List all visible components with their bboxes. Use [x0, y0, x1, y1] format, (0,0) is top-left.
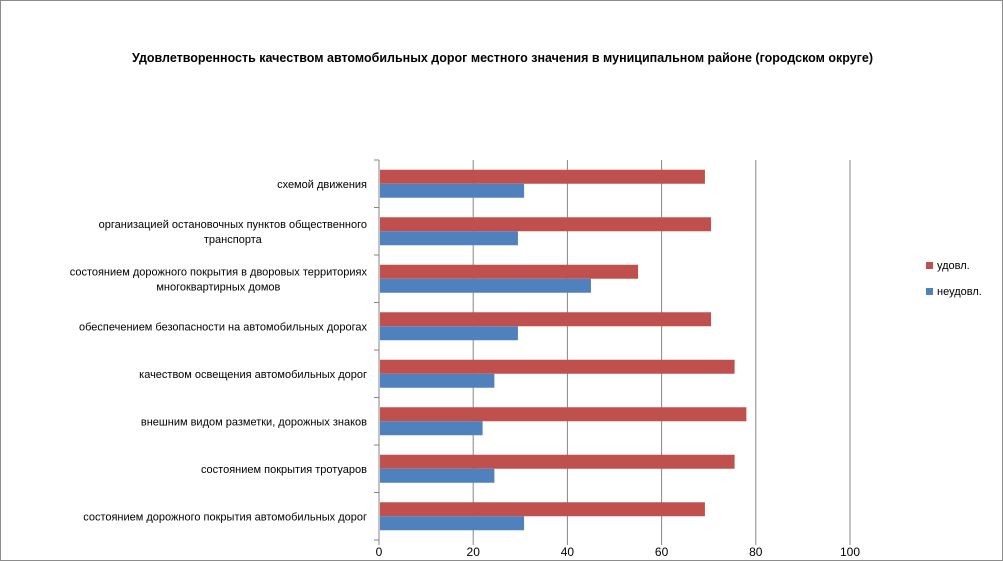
category-label: состоянием покрытия тротуаров — [201, 464, 367, 476]
x-tick-label: 80 — [749, 545, 763, 559]
bar-satisfied — [380, 217, 712, 232]
bar-unsatisfied — [380, 183, 525, 198]
category-label: состоянием дорожного покрытия автомобиль… — [83, 511, 367, 523]
x-tick-label: 60 — [655, 545, 669, 559]
bar-unsatisfied — [380, 326, 518, 341]
category-label: транспорта — [204, 234, 263, 246]
bar-satisfied — [380, 359, 735, 374]
category-label: обеспечением безопасности на автомобильн… — [79, 321, 367, 333]
x-tick-label: 20 — [467, 545, 481, 559]
category-label: организацией остановочных пунктов общест… — [99, 219, 367, 231]
x-tick-label: 0 — [376, 545, 383, 559]
bar-unsatisfied — [380, 231, 518, 246]
legend-swatch-satisfied — [926, 262, 933, 269]
category-label: схемой движения — [277, 179, 367, 191]
x-tick-label: 40 — [561, 545, 575, 559]
legend-label: удовл. — [937, 260, 970, 272]
x-tick-label: 100 — [840, 545, 860, 559]
bar-satisfied — [380, 264, 639, 279]
bar-unsatisfied — [380, 516, 525, 531]
category-label: внешним видом разметки, дорожных знаков — [141, 416, 367, 428]
legend-label: неудовл. — [937, 286, 982, 298]
bar-unsatisfied — [380, 278, 591, 293]
bar-satisfied — [380, 502, 705, 517]
bar-satisfied — [380, 169, 705, 184]
bar-unsatisfied — [380, 373, 495, 388]
category-label: состоянием дорожного покрытия в дворовых… — [70, 266, 368, 278]
bar-satisfied — [380, 454, 735, 469]
bar-unsatisfied — [380, 421, 483, 436]
category-label: качеством освещения автомобильных дорог — [139, 369, 367, 381]
bar-satisfied — [380, 407, 747, 422]
bar-satisfied — [380, 312, 712, 327]
bar-unsatisfied — [380, 468, 495, 483]
category-label: многоквартирных домов — [156, 281, 280, 293]
chart-title: Удовлетворенность качеством автомобильны… — [131, 51, 874, 65]
legend-swatch-unsatisfied — [926, 288, 933, 295]
